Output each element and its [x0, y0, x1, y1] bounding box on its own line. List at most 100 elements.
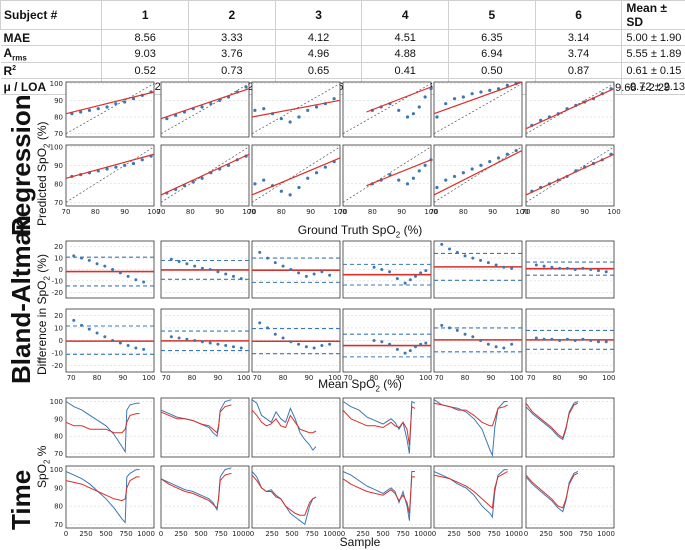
regression-panel [433, 81, 523, 138]
data-point [380, 340, 384, 344]
x-tick-label: 70 [248, 208, 257, 216]
bland-altman-xlabel-text: Mean SpO [318, 377, 376, 391]
fit-line [433, 81, 523, 115]
data-point [185, 262, 189, 266]
data-point [596, 269, 600, 273]
time-panel [525, 397, 615, 458]
data-point [320, 344, 324, 348]
data-point [208, 341, 212, 345]
ground-truth-line [160, 467, 232, 512]
x-tick-label: 0 [159, 530, 163, 538]
data-point [312, 346, 316, 350]
identity-line [342, 146, 432, 203]
time-panel [525, 465, 615, 529]
regression-xlabel: Ground Truth SpO2 (%) [260, 223, 460, 239]
data-point [589, 339, 593, 342]
data-point [118, 341, 122, 345]
y-tick-label: 0 [59, 337, 63, 345]
fit-line [525, 88, 615, 130]
y-tick-label: 10 [54, 324, 63, 332]
loa-mean: -0.72 ± 2.13 [621, 78, 685, 96]
subject-5-header: 5 [448, 0, 536, 30]
data-point [463, 254, 467, 258]
y-tick-label: 80 [54, 433, 63, 441]
data-point [423, 163, 427, 167]
data-point [314, 171, 319, 175]
arms-label: Arms [0, 44, 103, 64]
data-point [297, 115, 301, 119]
data-point [72, 254, 76, 258]
data-point [411, 176, 415, 180]
x-tick-label: 250 [265, 530, 278, 538]
data-point [395, 347, 399, 351]
fit-line [366, 86, 432, 113]
identity-line [251, 146, 341, 203]
data-point [258, 250, 262, 254]
data-point [565, 337, 569, 341]
data-point [604, 340, 608, 344]
arms-value: 3.76 [188, 44, 276, 64]
x-tick-label: 750 [579, 530, 592, 538]
x-tick-label: 70 [522, 208, 531, 216]
arms-mean: 5.55 ± 1.89 [621, 44, 685, 64]
data-point [502, 265, 506, 269]
data-point [604, 270, 608, 274]
data-point [550, 337, 554, 341]
data-point [550, 265, 554, 269]
data-point [328, 273, 332, 277]
x-tick-label: 250 [539, 530, 552, 538]
x-tick-label: 250 [79, 530, 92, 538]
x-tick-label: 1000 [137, 530, 155, 538]
data-point [123, 100, 127, 104]
data-point [200, 105, 204, 109]
data-point [372, 339, 376, 342]
data-point [419, 342, 423, 346]
y-tick-label: 100 [50, 466, 63, 474]
data-point [279, 117, 283, 121]
x-tick-label: 70 [527, 374, 536, 382]
x-tick-label: 70 [344, 374, 353, 382]
x-tick-label: 80 [459, 208, 468, 216]
data-point [95, 262, 99, 266]
x-tick-label: 80 [551, 208, 560, 216]
data-point [471, 335, 475, 339]
fit-line [251, 99, 341, 118]
data-point [405, 115, 410, 119]
data-point [413, 274, 417, 278]
data-point [573, 268, 577, 271]
y-tick-label: 20 [54, 312, 63, 320]
data-point [494, 263, 498, 267]
x-tick-label: 100 [424, 208, 437, 216]
header-row: Subject # 1 2 3 4 5 6 Mean ± SD [0, 0, 685, 30]
predicted-line [65, 413, 140, 434]
data-point [262, 178, 266, 182]
data-point [573, 339, 577, 342]
data-point [565, 266, 569, 270]
x-tick-label: 90 [486, 374, 495, 382]
r2-label-base: R [3, 63, 13, 78]
data-point [558, 339, 562, 342]
data-point [488, 88, 492, 92]
data-point [471, 256, 475, 260]
r2-row: R2 0.52 0.73 0.65 0.41 0.50 0.87 0.61 ± … [0, 62, 685, 80]
data-point [72, 318, 76, 322]
predicted-line [251, 409, 317, 434]
time-panel [342, 397, 432, 458]
y-tick-label: 0 [59, 266, 63, 274]
identity-line [342, 83, 432, 134]
x-tick-label: 250 [174, 530, 187, 538]
x-tick-label: 750 [305, 530, 318, 538]
mae-value: 3.33 [188, 29, 276, 46]
data-point [118, 271, 122, 275]
data-point [200, 176, 204, 180]
y-tick-label: 100 [50, 143, 63, 151]
regression-panel [342, 81, 432, 138]
data-point [80, 323, 84, 327]
data-point [177, 336, 181, 340]
data-point [452, 174, 457, 179]
x-tick-label: 100 [515, 208, 528, 216]
data-point [372, 265, 376, 269]
x-tick-label: 100 [602, 374, 615, 382]
data-point [80, 256, 84, 260]
data-point [413, 345, 417, 349]
